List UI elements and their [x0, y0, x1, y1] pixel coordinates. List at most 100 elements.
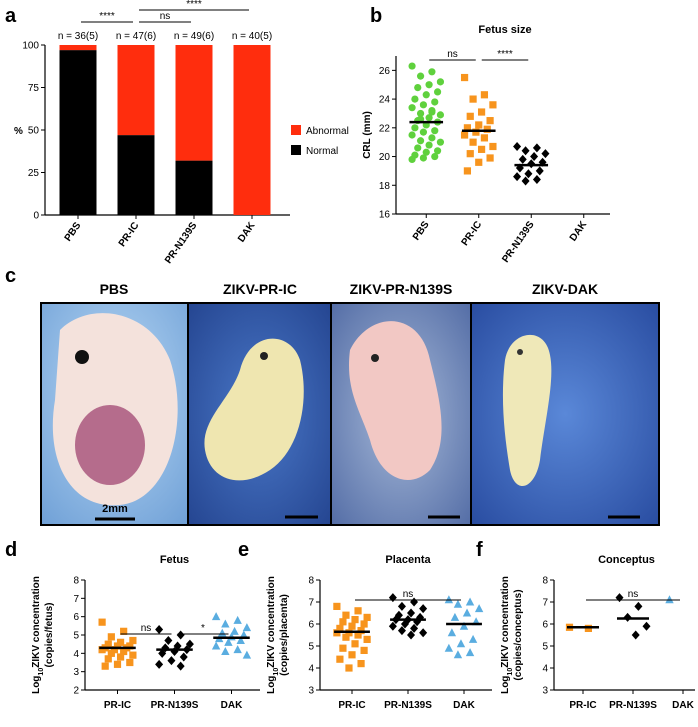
point [642, 621, 651, 631]
point [342, 633, 350, 641]
image-title: ZIKV-PR-N139S [350, 281, 453, 297]
point [433, 147, 442, 155]
point [477, 145, 486, 153]
y-tick-label: 5 [73, 631, 79, 642]
point [357, 660, 365, 668]
point [431, 152, 439, 161]
bar-segment [117, 135, 155, 215]
point [167, 656, 176, 666]
y-tick-label: 3 [308, 686, 314, 697]
point [665, 595, 674, 604]
point [428, 134, 436, 142]
y-tick-label: 5 [308, 642, 314, 653]
point [400, 619, 409, 629]
point [416, 109, 425, 118]
point [155, 659, 164, 669]
point [126, 658, 134, 667]
point [532, 143, 541, 153]
point [176, 661, 185, 671]
comparison-label: **** [99, 11, 115, 22]
y-axis-label: Log10ZIKV concentration [500, 576, 514, 694]
x-tick-label: PR-IC [338, 700, 365, 711]
y-tick-label: 8 [73, 576, 79, 587]
point [480, 134, 489, 142]
point [524, 169, 533, 179]
point [158, 648, 167, 658]
comparison-label: * [201, 623, 205, 634]
point [164, 636, 173, 645]
bar-segment [59, 45, 97, 51]
point [98, 646, 106, 654]
point [221, 619, 230, 628]
x-tick-label: DAK [568, 219, 590, 244]
comparison-label: ns [160, 11, 171, 22]
y-tick-label: 75 [28, 83, 40, 94]
y-tick-label: 22 [379, 123, 391, 134]
point [218, 628, 227, 637]
point [120, 647, 128, 656]
point [419, 628, 428, 638]
point [436, 138, 445, 146]
y-axis-label: % [14, 126, 23, 137]
point [388, 593, 397, 603]
bar-segment [117, 45, 155, 136]
point [453, 650, 463, 659]
y-tick-label: 5 [542, 642, 548, 653]
embryo [204, 338, 304, 481]
point [469, 138, 477, 146]
point [472, 128, 480, 136]
point [336, 624, 344, 632]
point [436, 111, 445, 119]
y-axis-label-part: ZIKV concentration [500, 576, 511, 668]
y-tick-label: 7 [542, 598, 548, 609]
embryo-eye [260, 352, 268, 360]
panel-label: b [370, 5, 382, 27]
point [242, 623, 252, 632]
legend-swatch [291, 125, 301, 135]
point [407, 608, 416, 618]
bar-segment [175, 160, 213, 215]
panel-label: c [5, 265, 16, 287]
point [113, 642, 122, 650]
point [116, 653, 125, 661]
comparison-label: **** [186, 0, 202, 10]
y-axis-label: Log10ZIKV concentration [266, 576, 280, 694]
point [407, 630, 416, 640]
y-axis-label: Log10ZIKV concentration [31, 576, 45, 694]
point [129, 636, 137, 645]
point [422, 91, 430, 99]
point [483, 125, 491, 133]
point [233, 645, 242, 654]
point [388, 621, 397, 631]
point [444, 595, 454, 604]
point [354, 631, 362, 639]
scale-label: 2mm [102, 503, 128, 515]
point [460, 131, 469, 139]
comparison-label: ns [403, 589, 414, 600]
point [333, 602, 341, 610]
image-panel: 2mm c PBS ZIKV-PR-IC ZIKV-PR-N139S ZIKV-… [5, 265, 660, 526]
point [110, 646, 119, 654]
embryo-eye [371, 354, 379, 362]
legend-label: Abnormal [306, 126, 349, 137]
y-tick-label: 4 [308, 664, 314, 675]
y-tick-label: 25 [28, 168, 40, 179]
y-tick-label: 7 [308, 598, 314, 609]
point [513, 141, 522, 151]
point [155, 625, 164, 634]
point [419, 101, 428, 109]
point [475, 158, 483, 166]
x-tick-label: PR-N139S [384, 700, 432, 711]
x-tick-label: DAK [453, 700, 475, 711]
x-tick-label: PR-N139S [151, 700, 199, 711]
comparison-label: ns [447, 49, 458, 60]
image-title: PBS [100, 281, 129, 297]
image-title: ZIKV-DAK [532, 281, 598, 297]
point [463, 124, 472, 132]
comparison-label: ns [628, 589, 639, 600]
point [339, 644, 347, 652]
panel-label: a [5, 5, 17, 27]
x-tick-label: PBS [411, 219, 432, 242]
point [221, 647, 230, 655]
